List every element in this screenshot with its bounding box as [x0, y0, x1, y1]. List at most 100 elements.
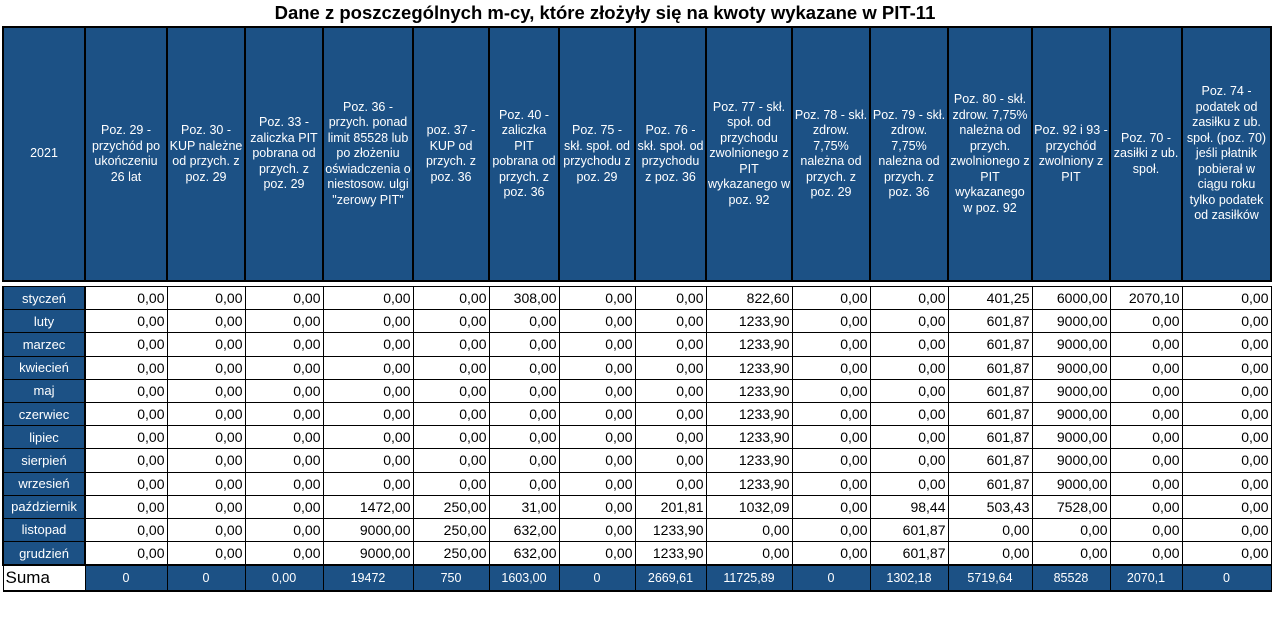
table-cell: 0,00 [244, 517, 324, 543]
table-cell: 601,87 [947, 355, 1033, 380]
month-label: marzec [2, 332, 86, 357]
table-cell: 601,87 [869, 517, 949, 543]
table-cell: 1233,90 [705, 378, 793, 403]
table-cell: 0,00 [244, 332, 324, 357]
table-cell: 0,00 [322, 378, 414, 403]
table-cell: 0,00 [1181, 355, 1272, 380]
table-cell: 0,00 [558, 285, 636, 311]
table-cell: 0,00 [322, 448, 414, 473]
table-cell: 0,00 [1181, 425, 1272, 450]
table-cell: 0,00 [488, 425, 560, 450]
sum-cell: 0 [1181, 564, 1272, 593]
table-cell: 2070,10 [1109, 285, 1183, 311]
table-cell: 9000,00 [1031, 448, 1111, 473]
table-cell: 0,00 [558, 378, 636, 403]
sum-cell: 0 [84, 564, 168, 593]
table-cell: 0,00 [1109, 471, 1183, 496]
table-cell: 0,00 [791, 378, 871, 403]
table-cell: 632,00 [488, 541, 560, 566]
table-row: styczeń 0,00 0,00 0,00 0,00 0,00 308,00 0,00 0,0… [2, 285, 1272, 311]
table-cell: 632,00 [488, 517, 560, 543]
table-cell: 0,00 [634, 425, 707, 450]
table-cell: 0,00 [869, 355, 949, 380]
table-cell: 0,00 [558, 332, 636, 357]
column-header: Poz. 33 - zaliczka PIT pobrana od przych… [244, 26, 324, 282]
table-cell: 9000,00 [1031, 378, 1111, 403]
sum-cell: 0 [558, 564, 636, 593]
table-cell: 601,87 [947, 448, 1033, 473]
table-cell: 0,00 [488, 401, 560, 427]
table-cell: 0,00 [488, 355, 560, 380]
table-cell: 601,87 [947, 401, 1033, 427]
sum-cell: 750 [412, 564, 490, 593]
table-cell: 0,00 [791, 309, 871, 334]
table-cell: 0,00 [244, 401, 324, 427]
table-cell: 0,00 [166, 401, 246, 427]
table-cell: 0,00 [166, 425, 246, 450]
sum-row: Suma 0 0 0,00 19472 750 1603,00 0 2669,61 11725,… [2, 564, 1272, 593]
table-cell: 0,00 [1109, 448, 1183, 473]
table-cell: 0,00 [166, 285, 246, 311]
table-cell: 601,87 [869, 541, 949, 566]
table-cell: 0,00 [791, 401, 871, 427]
table-cell: 0,00 [1181, 517, 1272, 543]
table-cell: 0,00 [166, 541, 246, 566]
table-cell: 0,00 [84, 285, 168, 311]
sum-cell: 0 [166, 564, 246, 593]
sum-cell: 5719,64 [947, 564, 1033, 593]
table-row: maj 0,00 0,00 0,00 0,00 0,00 0,00 0,00 0,00 1233,… [2, 378, 1272, 403]
sum-cell: 2070,1 [1109, 564, 1183, 593]
table-cell: 1233,90 [705, 401, 793, 427]
table-cell: 0,00 [558, 355, 636, 380]
sum-cell: 1603,00 [488, 564, 560, 593]
table-cell: 0,00 [634, 355, 707, 380]
table-cell: 0,00 [558, 494, 636, 519]
table-cell: 0,00 [791, 517, 871, 543]
table-cell: 0,00 [1181, 401, 1272, 427]
table-cell: 0,00 [166, 378, 246, 403]
table-cell: 0,00 [1109, 309, 1183, 334]
table-cell: 0,00 [412, 332, 490, 357]
table-row: kwiecień 0,00 0,00 0,00 0,00 0,00 0,00 0,00 0,00… [2, 355, 1272, 380]
year-header: 2021 [2, 26, 86, 282]
table-cell: 0,00 [791, 425, 871, 450]
table-cell: 9000,00 [322, 541, 414, 566]
table-row: luty 0,00 0,00 0,00 0,00 0,00 0,00 0,00 0,00 1233… [2, 309, 1272, 334]
month-label: sierpień [2, 448, 86, 473]
table-cell: 0,00 [1181, 494, 1272, 519]
table-cell: 0,00 [322, 332, 414, 357]
table-cell: 0,00 [166, 471, 246, 496]
table-cell: 0,00 [84, 494, 168, 519]
table-cell: 201,81 [634, 494, 707, 519]
column-header: Poz. 70 - zasiłki z ub. społ. [1109, 26, 1183, 282]
table-cell: 0,00 [869, 401, 949, 427]
table-cell: 1233,90 [705, 448, 793, 473]
table-cell: 0,00 [1109, 355, 1183, 380]
table-cell: 0,00 [869, 309, 949, 334]
table-cell: 0,00 [412, 378, 490, 403]
table-cell: 1233,90 [705, 355, 793, 380]
table-cell: 0,00 [634, 378, 707, 403]
table-cell: 0,00 [166, 332, 246, 357]
table-cell: 601,87 [947, 309, 1033, 334]
table-cell: 0,00 [1181, 285, 1272, 311]
table-cell: 0,00 [791, 355, 871, 380]
table-cell: 0,00 [166, 494, 246, 519]
table-cell: 0,00 [488, 471, 560, 496]
table-cell: 0,00 [322, 471, 414, 496]
table-cell: 0,00 [244, 541, 324, 566]
sum-cell: 2669,61 [634, 564, 707, 593]
table-cell: 0,00 [412, 355, 490, 380]
month-label: październik [2, 494, 86, 519]
month-label: czerwiec [2, 401, 86, 427]
table-cell: 0,00 [1181, 471, 1272, 496]
table-cell: 0,00 [84, 517, 168, 543]
table-cell: 0,00 [166, 517, 246, 543]
table-cell: 0,00 [488, 309, 560, 334]
table-cell: 31,00 [488, 494, 560, 519]
table-cell: 0,00 [84, 378, 168, 403]
sum-cell: 0 [791, 564, 871, 593]
table-cell: 503,43 [947, 494, 1033, 519]
table-cell: 0,00 [84, 355, 168, 380]
sum-cell: 85528 [1031, 564, 1111, 593]
